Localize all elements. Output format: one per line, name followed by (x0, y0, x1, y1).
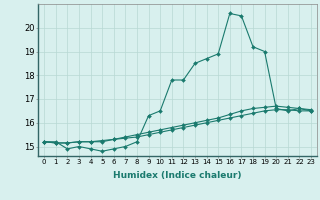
X-axis label: Humidex (Indice chaleur): Humidex (Indice chaleur) (113, 171, 242, 180)
